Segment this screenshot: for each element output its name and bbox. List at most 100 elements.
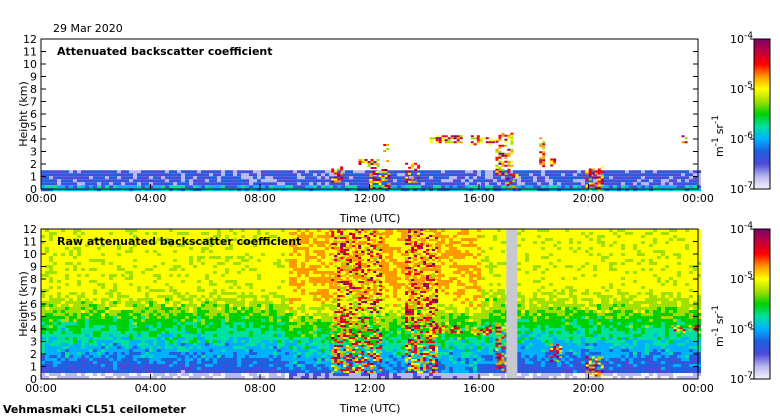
heatmap-cell	[77, 316, 81, 319]
heatmap-cell	[217, 188, 221, 192]
heatmap-cell	[253, 238, 257, 241]
heatmap-cell	[57, 292, 61, 295]
feature-cell	[386, 144, 390, 146]
heatmap-cell	[233, 346, 237, 349]
heatmap-cell	[197, 179, 201, 183]
feature-cell	[470, 143, 474, 146]
heatmap-cell	[213, 274, 217, 277]
heatmap-cell	[205, 176, 209, 180]
feature-cell	[507, 152, 511, 155]
feature-cell	[470, 137, 474, 140]
heatmap-cell	[309, 361, 313, 364]
heatmap-cell	[169, 241, 173, 244]
heatmap-cell	[61, 247, 65, 250]
heatmap-cell	[293, 373, 297, 376]
heatmap-cell	[305, 355, 309, 358]
heatmap-cell	[209, 277, 213, 280]
heatmap-cell	[193, 268, 197, 271]
heatmap-cell	[509, 176, 513, 180]
heatmap-cell	[45, 173, 49, 177]
heatmap-cell	[49, 259, 53, 262]
heatmap-cell	[565, 182, 569, 186]
heatmap-cell	[217, 328, 221, 331]
heatmap-cell	[181, 358, 185, 361]
heatmap-cell	[89, 373, 93, 376]
heatmap-cell	[85, 310, 89, 313]
heatmap-cell	[101, 265, 105, 268]
feature-cell	[504, 172, 508, 175]
heatmap-cell	[113, 298, 117, 301]
heatmap-cell	[237, 313, 241, 316]
heatmap-cell	[433, 182, 437, 186]
heatmap-cell	[101, 328, 105, 331]
heatmap-cell	[313, 176, 317, 180]
heatmap-cell	[293, 319, 297, 322]
heatmap-cell	[313, 307, 317, 310]
heatmap-cell	[257, 286, 261, 289]
heatmap-cell	[189, 340, 193, 343]
heatmap-cell	[125, 262, 129, 265]
heatmap-cell	[117, 364, 121, 367]
heatmap-cell	[213, 361, 217, 364]
heatmap-cell	[645, 179, 649, 183]
heatmap-cell	[265, 185, 269, 189]
heatmap-cell	[261, 292, 265, 295]
heatmap-cell	[413, 182, 417, 186]
heatmap-cell	[145, 373, 149, 376]
heatmap-cell	[109, 229, 113, 232]
heatmap-cell	[217, 176, 221, 180]
feature-cell	[381, 171, 385, 173]
heatmap-cell	[113, 301, 117, 304]
heatmap-cell	[633, 182, 637, 186]
heatmap-cell	[165, 292, 169, 295]
heatmap-cell	[105, 277, 109, 280]
heatmap-cell	[97, 229, 101, 232]
heatmap-cell	[93, 313, 97, 316]
heatmap-cell	[97, 331, 101, 334]
heatmap-cell	[105, 238, 109, 241]
heatmap-cell	[117, 188, 121, 192]
heatmap-cell	[113, 358, 117, 361]
heatmap-cell	[101, 376, 105, 379]
heatmap-cell	[69, 304, 73, 307]
feature-cell	[438, 141, 442, 144]
heatmap-cell	[129, 376, 133, 379]
heatmap-cell	[601, 185, 605, 189]
heatmap-cell	[81, 319, 85, 322]
heatmap-cell	[145, 241, 149, 244]
heatmap-cell	[193, 337, 197, 340]
feature-cell	[498, 152, 502, 155]
heatmap-cell	[209, 373, 213, 376]
heatmap-cell	[177, 274, 181, 277]
heatmap-cell	[157, 331, 161, 334]
heatmap-cell	[293, 265, 297, 268]
heatmap-cell	[241, 334, 245, 337]
heatmap-cell	[89, 376, 93, 379]
heatmap-cell	[273, 361, 277, 364]
heatmap-cell	[85, 307, 89, 310]
heatmap-cell	[61, 313, 65, 316]
feature-cell	[501, 132, 505, 135]
feature-cell	[495, 148, 499, 151]
heatmap-cell	[149, 286, 153, 289]
heatmap-cell	[69, 259, 73, 262]
heatmap-cell	[269, 232, 273, 235]
heatmap-cell	[201, 244, 205, 247]
heatmap-cell	[285, 304, 289, 307]
heatmap-cell	[137, 262, 141, 265]
heatmap-cell	[205, 232, 209, 235]
heatmap-cell	[269, 176, 273, 180]
heatmap-cell	[253, 370, 257, 373]
heatmap-cell	[257, 179, 261, 183]
heatmap-cell	[313, 343, 317, 346]
feature-cell	[340, 168, 344, 171]
heatmap-cell	[229, 259, 233, 262]
heatmap-cell	[293, 229, 297, 232]
heatmap-cell	[289, 313, 293, 316]
heatmap-cell	[165, 325, 169, 328]
heatmap-cell	[201, 277, 205, 280]
feature-cell	[542, 143, 546, 146]
heatmap-cell	[261, 367, 265, 370]
heatmap-cell	[393, 182, 397, 186]
heatmap-cell	[141, 349, 145, 352]
